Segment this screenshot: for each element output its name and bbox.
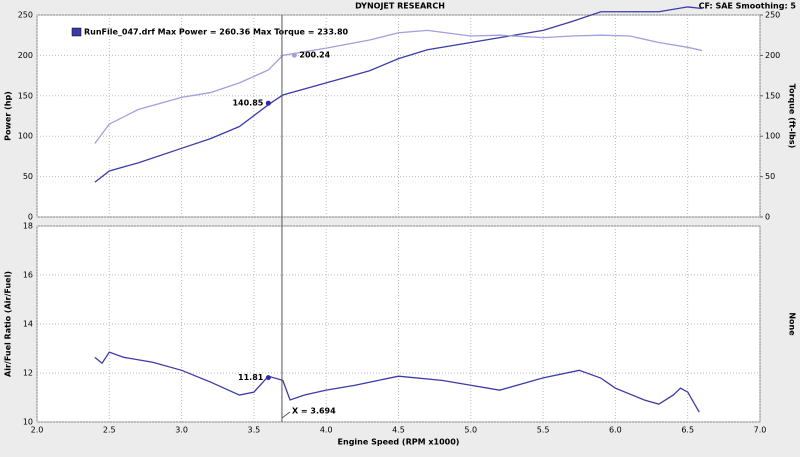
marker (265, 375, 271, 381)
x-tick-label: 4.0 (320, 426, 333, 435)
y2-axis-label: Torque (ft-lbs) (788, 84, 797, 149)
legend-text: RunFile_047.drf Max Power = 260.36 Max T… (84, 28, 349, 37)
y-tick-label: 50 (23, 172, 33, 181)
y-axis-label: Power (hp) (4, 91, 13, 141)
x-tick-label: 3.0 (175, 426, 188, 435)
y-tick-label: 10 (23, 418, 33, 427)
marker-label: 140.85 (232, 99, 263, 108)
marker-label: 200.24 (299, 51, 330, 60)
x-tick-label: 2.0 (31, 426, 44, 435)
y-tick-label: 200 (18, 51, 33, 60)
x-tick-label: 7.0 (754, 426, 767, 435)
marker (265, 100, 271, 106)
x-tick-label: 6.5 (681, 426, 694, 435)
y2-tick-label: 0 (765, 213, 770, 222)
y-axis-label: Air/Fuel Ratio (Air/Fuel) (4, 271, 13, 377)
y2-axis-label: None (788, 312, 797, 336)
x-tick-label: 2.5 (103, 426, 116, 435)
cursor-label: X = 3.694 (292, 407, 336, 416)
y-tick-label: 16 (23, 271, 33, 280)
y-tick-label: 100 (18, 132, 33, 141)
y-tick-label: 18 (23, 222, 33, 231)
marker (291, 52, 297, 58)
y2-tick-label: 250 (765, 11, 780, 20)
x-tick-label: 3.5 (248, 426, 261, 435)
y2-tick-label: 50 (765, 172, 775, 181)
series-line (94, 6, 703, 183)
y-tick-label: 150 (18, 91, 33, 100)
x-axis-label: Engine Speed (RPM x1000) (338, 438, 460, 447)
y-tick-label: 250 (18, 11, 33, 20)
chart-title: DYNOJET RESEARCH (355, 2, 445, 11)
marker-label: 11.81 (238, 373, 264, 382)
y2-tick-label: 100 (765, 132, 780, 141)
x-tick-label: 6.0 (609, 426, 622, 435)
settings: CF: SAE Smoothing: 5 (699, 2, 797, 11)
y-tick-label: 14 (23, 320, 33, 329)
x-tick-label: 5.0 (464, 426, 477, 435)
y-tick-label: 12 (23, 369, 33, 378)
cursor-pointer (281, 411, 291, 419)
y2-tick-label: 150 (765, 91, 780, 100)
y-tick-label: 0 (28, 213, 33, 222)
x-tick-label: 4.5 (392, 426, 405, 435)
series-line (94, 351, 700, 413)
x-tick-label: 5.5 (537, 426, 550, 435)
legend-swatch (71, 27, 82, 37)
series-line (94, 29, 703, 144)
y2-tick-label: 200 (765, 51, 780, 60)
